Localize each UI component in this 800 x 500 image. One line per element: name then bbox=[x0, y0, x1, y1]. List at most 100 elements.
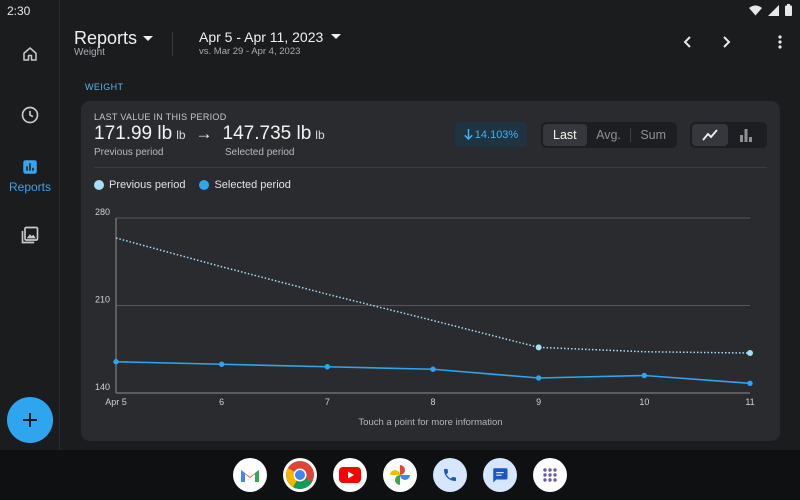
x-tick-label: 11 bbox=[745, 397, 754, 407]
report-type-dropdown[interactable]: Reports bbox=[74, 28, 154, 49]
dropdown-arrow-icon bbox=[143, 35, 154, 41]
plus-icon bbox=[23, 413, 37, 427]
clock-icon bbox=[21, 106, 39, 124]
rail-item-home[interactable] bbox=[0, 45, 60, 63]
status-icons bbox=[749, 4, 792, 16]
data-point-previous bbox=[535, 344, 542, 351]
data-point-selected bbox=[430, 366, 436, 372]
phone-app[interactable] bbox=[433, 458, 467, 492]
x-tick-label: 7 bbox=[325, 397, 330, 407]
previous-unit: lb bbox=[176, 128, 186, 142]
app-drawer-icon bbox=[543, 468, 557, 482]
legend-swatch-selected bbox=[199, 180, 210, 190]
x-tick-label: Apr 5 bbox=[105, 397, 127, 407]
legend-item-selected: Selected period bbox=[199, 179, 291, 191]
period-label: Apr 5 - Apr 11, 2023 bbox=[199, 29, 324, 45]
section-label: WEIGHT bbox=[85, 82, 124, 92]
comparison-period-label: vs. Mar 29 - Apr 4, 2023 bbox=[199, 46, 301, 57]
home-icon bbox=[23, 47, 37, 61]
card-caption: LAST VALUE IN THIS PERIOD bbox=[94, 112, 227, 122]
data-point-selected bbox=[324, 364, 331, 370]
dropdown-arrow-icon bbox=[331, 34, 342, 39]
data-point-previous bbox=[747, 350, 753, 357]
aggregation-last-button[interactable]: Last bbox=[543, 124, 587, 146]
status-time: 2:30 bbox=[7, 4, 31, 18]
gmail-icon bbox=[241, 469, 259, 482]
cellular-icon bbox=[768, 4, 779, 16]
rail-item-history[interactable] bbox=[0, 105, 60, 125]
status-bar: 2:30 bbox=[0, 0, 800, 22]
photos-icon bbox=[390, 465, 410, 485]
chrome-icon bbox=[286, 461, 314, 489]
messages-app[interactable] bbox=[483, 458, 517, 492]
chrome-app[interactable] bbox=[283, 458, 317, 492]
more-options-button[interactable] bbox=[771, 33, 789, 51]
change-value: 14.103% bbox=[474, 128, 519, 141]
rail-item-gallery[interactable] bbox=[0, 225, 60, 245]
x-tick-label: 9 bbox=[536, 397, 541, 407]
battery-icon bbox=[785, 4, 792, 16]
legend-item-previous: Previous period bbox=[94, 179, 185, 191]
gmail-app[interactable] bbox=[233, 458, 267, 492]
header-divider bbox=[172, 32, 173, 56]
selected-period-caption: Selected period bbox=[225, 147, 295, 158]
app-dock bbox=[0, 450, 800, 500]
reports-icon bbox=[23, 160, 37, 174]
data-point-selected bbox=[535, 375, 542, 381]
selected-unit: lb bbox=[315, 128, 325, 142]
add-entry-button[interactable] bbox=[7, 397, 53, 443]
x-tick-label: 10 bbox=[639, 397, 649, 407]
report-card: LAST VALUE IN THIS PERIOD 171.99 lb lb →… bbox=[81, 101, 780, 441]
series-line-previous bbox=[115, 237, 751, 354]
chevron-left-icon bbox=[683, 36, 691, 48]
y-tick-label: 210 bbox=[95, 295, 110, 305]
chevron-right-icon bbox=[723, 36, 731, 48]
card-divider bbox=[94, 167, 767, 168]
previous-period-button[interactable] bbox=[678, 33, 696, 51]
messages-icon bbox=[493, 468, 508, 483]
y-tick-label: 280 bbox=[95, 207, 110, 217]
previous-value: 171.99 lb bbox=[94, 123, 173, 144]
page-title: Reports bbox=[74, 28, 138, 48]
legend-swatch-previous bbox=[94, 180, 104, 190]
photos-app[interactable] bbox=[383, 458, 417, 492]
bar-chart-button[interactable] bbox=[728, 124, 764, 146]
legend-label-selected: Selected period bbox=[214, 179, 291, 191]
data-point-selected bbox=[218, 361, 225, 367]
previous-period-caption: Previous period bbox=[94, 147, 164, 158]
line-chart-button[interactable] bbox=[692, 124, 728, 146]
rail-item-reports[interactable]: Reports bbox=[0, 158, 60, 194]
x-tick-label: 8 bbox=[430, 397, 435, 407]
app-drawer[interactable] bbox=[533, 458, 567, 492]
bar-chart-icon bbox=[740, 129, 752, 142]
data-point-selected bbox=[641, 372, 648, 379]
period-dropdown[interactable]: Apr 5 - Apr 11, 2023 bbox=[199, 29, 342, 45]
change-badge: 14.103% bbox=[455, 122, 527, 147]
youtube-icon bbox=[339, 467, 361, 483]
rail-item-reports-label: Reports bbox=[8, 180, 52, 194]
page-subtitle: Weight bbox=[74, 47, 105, 58]
chart-type-toggle bbox=[690, 122, 767, 148]
aggregation-average-button[interactable]: Avg. bbox=[596, 128, 621, 142]
arrow-right-icon: → bbox=[195, 124, 213, 143]
wifi-icon bbox=[749, 5, 762, 15]
data-point-selected bbox=[113, 359, 119, 365]
phone-icon bbox=[444, 469, 456, 481]
series-line-selected bbox=[115, 360, 751, 385]
youtube-app[interactable] bbox=[333, 458, 367, 492]
next-period-button[interactable] bbox=[718, 33, 736, 51]
data-point-selected bbox=[747, 380, 753, 387]
legend-label-previous: Previous period bbox=[109, 179, 186, 191]
arrow-down-icon bbox=[464, 129, 473, 140]
aggregation-sum-button[interactable]: Sum bbox=[640, 128, 667, 142]
aggregation-toggle: Last Avg. Sum bbox=[541, 122, 677, 148]
x-tick-label: 6 bbox=[219, 397, 224, 407]
line-chart-icon bbox=[702, 129, 718, 141]
navigation-rail: Reports bbox=[0, 0, 60, 450]
y-tick-label: 140 bbox=[95, 382, 110, 392]
selected-value: 147.735 lb bbox=[222, 123, 312, 144]
more-vert-icon bbox=[778, 35, 782, 49]
values-row: 171.99 lb lb → 147.735 lb lb bbox=[94, 123, 325, 145]
weight-line-chart[interactable]: 140 210 280 Apr 5 6 7 8 9 10 11 bbox=[81, 201, 780, 411]
